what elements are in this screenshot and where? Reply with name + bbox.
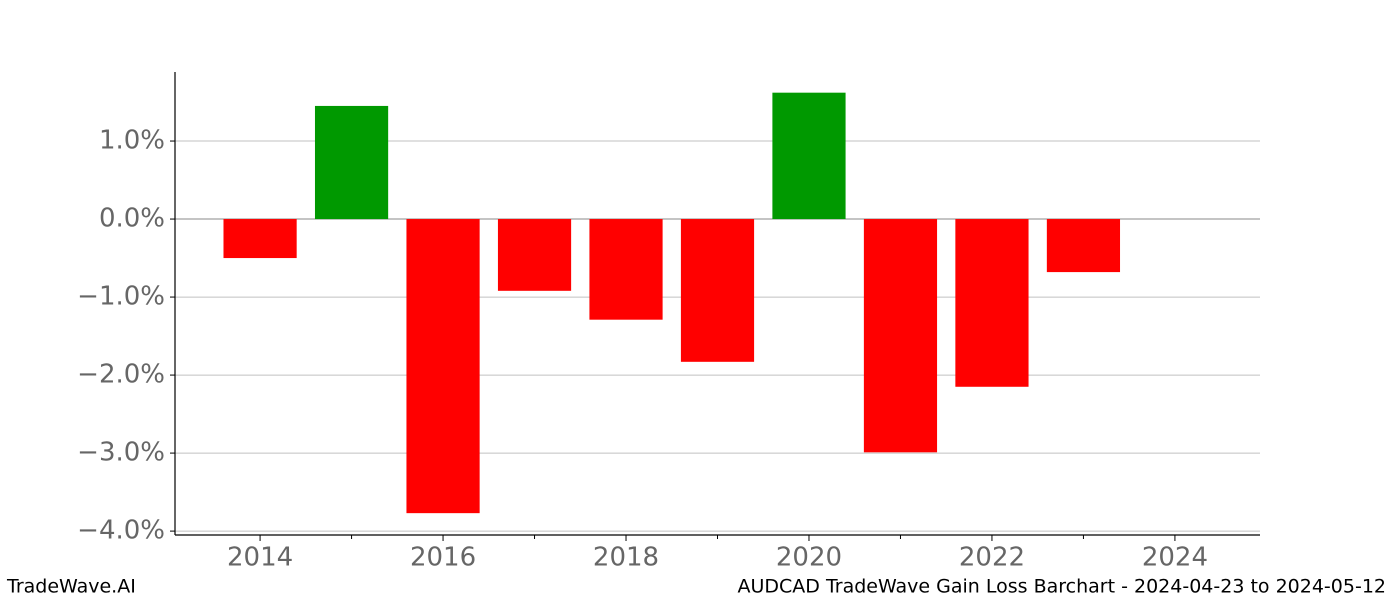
footer-right: AUDCAD TradeWave Gain Loss Barchart - 20… <box>737 576 1386 598</box>
x-tick-label: 2022 <box>959 543 1025 573</box>
x-tick-label: 2016 <box>410 543 476 573</box>
x-tick-label: 2014 <box>227 543 293 573</box>
bar <box>406 219 480 514</box>
bar <box>772 92 846 220</box>
footer-left: TradeWave.AI <box>6 576 136 598</box>
y-tick-label: −1.0% <box>77 282 165 312</box>
bar <box>223 219 297 259</box>
bar <box>314 105 389 220</box>
bar <box>863 219 938 453</box>
bar <box>1046 219 1121 273</box>
x-tick-label: 2018 <box>593 543 659 573</box>
bar <box>497 219 572 291</box>
y-tick-label: −4.0% <box>77 516 165 546</box>
bar <box>955 219 1029 387</box>
y-tick-label: 1.0% <box>99 126 165 156</box>
y-tick-label: −3.0% <box>77 438 165 468</box>
x-tick-label: 2020 <box>776 543 842 573</box>
bar <box>680 219 755 362</box>
y-tick-label: −2.0% <box>77 360 165 390</box>
y-tick-label: 0.0% <box>99 204 165 234</box>
x-tick-label: 2024 <box>1142 543 1208 573</box>
bar <box>589 219 663 320</box>
